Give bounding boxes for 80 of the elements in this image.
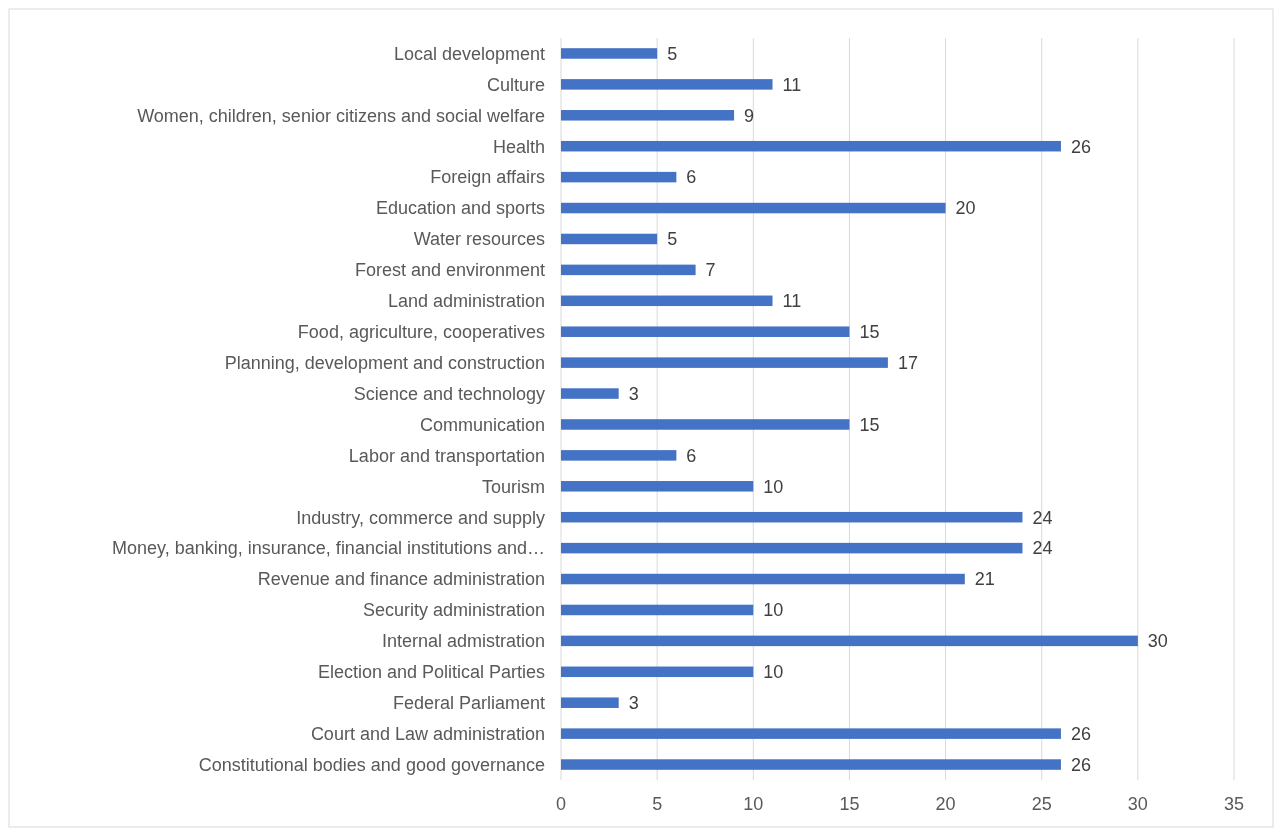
bar bbox=[561, 542, 1023, 554]
y-tick-label: Court and Law administration bbox=[310, 723, 545, 744]
bar bbox=[561, 171, 677, 183]
bar bbox=[561, 666, 754, 678]
y-tick-label: Security administration bbox=[362, 600, 545, 621]
bar bbox=[561, 388, 619, 399]
y-tick-label: Land administration bbox=[387, 291, 545, 312]
x-tick-label: 5 bbox=[652, 794, 663, 814]
data-label: 9 bbox=[744, 105, 755, 126]
x-tick-label: 0 bbox=[555, 794, 567, 814]
data-label: 30 bbox=[1147, 631, 1168, 652]
data-label: 5 bbox=[667, 229, 678, 250]
y-tick-label: Science and technology bbox=[353, 383, 545, 404]
y-tick-label: Revenue and finance administration bbox=[257, 569, 545, 590]
y-tick-label: Culture bbox=[486, 74, 545, 95]
bar bbox=[561, 728, 1061, 739]
y-tick-label: Money, banking, insurance, financial institutions and… bbox=[112, 538, 545, 559]
bar bbox=[561, 202, 946, 214]
data-label: 3 bbox=[628, 383, 639, 404]
x-tick-label: 30 bbox=[1127, 794, 1148, 814]
data-label: 3 bbox=[628, 693, 639, 714]
data-label: 11 bbox=[782, 291, 802, 312]
data-label: 5 bbox=[667, 43, 678, 64]
y-tick-label: Federal Parliament bbox=[392, 693, 545, 714]
bar bbox=[561, 511, 1023, 523]
bar bbox=[561, 140, 1061, 152]
bar bbox=[561, 79, 773, 90]
y-tick-label: Planning, development and construction bbox=[224, 352, 545, 373]
data-label: 15 bbox=[859, 322, 880, 343]
y-tick-label: Election and Political Parties bbox=[317, 662, 545, 683]
bar bbox=[561, 48, 658, 59]
y-tick-label: Labor and transportation bbox=[348, 445, 545, 466]
y-tick-label: Food, agriculture, cooperatives bbox=[297, 322, 545, 343]
bar bbox=[561, 697, 619, 708]
data-label: 20 bbox=[955, 198, 976, 219]
y-tick-label: Foreign affairs bbox=[430, 167, 545, 188]
bar bbox=[561, 604, 754, 616]
data-label: 11 bbox=[782, 74, 802, 95]
bar bbox=[561, 481, 754, 492]
data-label: 10 bbox=[763, 600, 784, 621]
y-tick-label: Local development bbox=[393, 43, 545, 64]
data-label: 26 bbox=[1070, 754, 1091, 775]
y-tick-label: Forest and environment bbox=[354, 260, 545, 281]
x-tick-label: 35 bbox=[1223, 794, 1245, 814]
bar bbox=[561, 635, 1138, 647]
bar bbox=[561, 357, 888, 368]
bar bbox=[561, 450, 677, 461]
x-tick-label: 10 bbox=[743, 794, 764, 814]
bar bbox=[561, 110, 735, 121]
data-label: 17 bbox=[897, 352, 918, 373]
data-label: 24 bbox=[1032, 538, 1053, 559]
data-label: 26 bbox=[1070, 723, 1091, 744]
x-tick-label: 20 bbox=[935, 794, 956, 814]
bar bbox=[561, 264, 696, 276]
y-tick-label: Internal admistration bbox=[381, 631, 545, 652]
bar bbox=[561, 573, 965, 585]
x-tick-label: 25 bbox=[1031, 794, 1052, 814]
y-tick-label: Water resources bbox=[413, 229, 545, 250]
y-tick-label: Industry, commerce and supply bbox=[296, 507, 545, 528]
data-label: 24 bbox=[1032, 507, 1053, 528]
data-label: 26 bbox=[1070, 136, 1091, 157]
data-label: 10 bbox=[763, 476, 784, 497]
data-label: 6 bbox=[686, 167, 697, 188]
bar bbox=[561, 233, 658, 245]
bar bbox=[561, 419, 850, 430]
data-label: 6 bbox=[686, 445, 697, 466]
y-tick-label: Constitutional bodies and good governance bbox=[198, 754, 545, 775]
data-label: 7 bbox=[705, 260, 716, 281]
y-tick-label: Communication bbox=[419, 414, 545, 435]
data-label: 10 bbox=[763, 662, 784, 683]
y-tick-label: Women, children, senior citizens and social welfare bbox=[137, 105, 545, 126]
data-label: 21 bbox=[974, 569, 995, 590]
bar bbox=[561, 759, 1061, 770]
y-tick-label: Tourism bbox=[481, 476, 545, 497]
x-tick-label: 15 bbox=[839, 794, 860, 814]
y-tick-label: Health bbox=[492, 136, 545, 157]
data-label: 15 bbox=[859, 414, 880, 435]
bar bbox=[561, 326, 850, 337]
y-tick-label: Education and sports bbox=[375, 198, 545, 219]
bar bbox=[561, 295, 773, 307]
